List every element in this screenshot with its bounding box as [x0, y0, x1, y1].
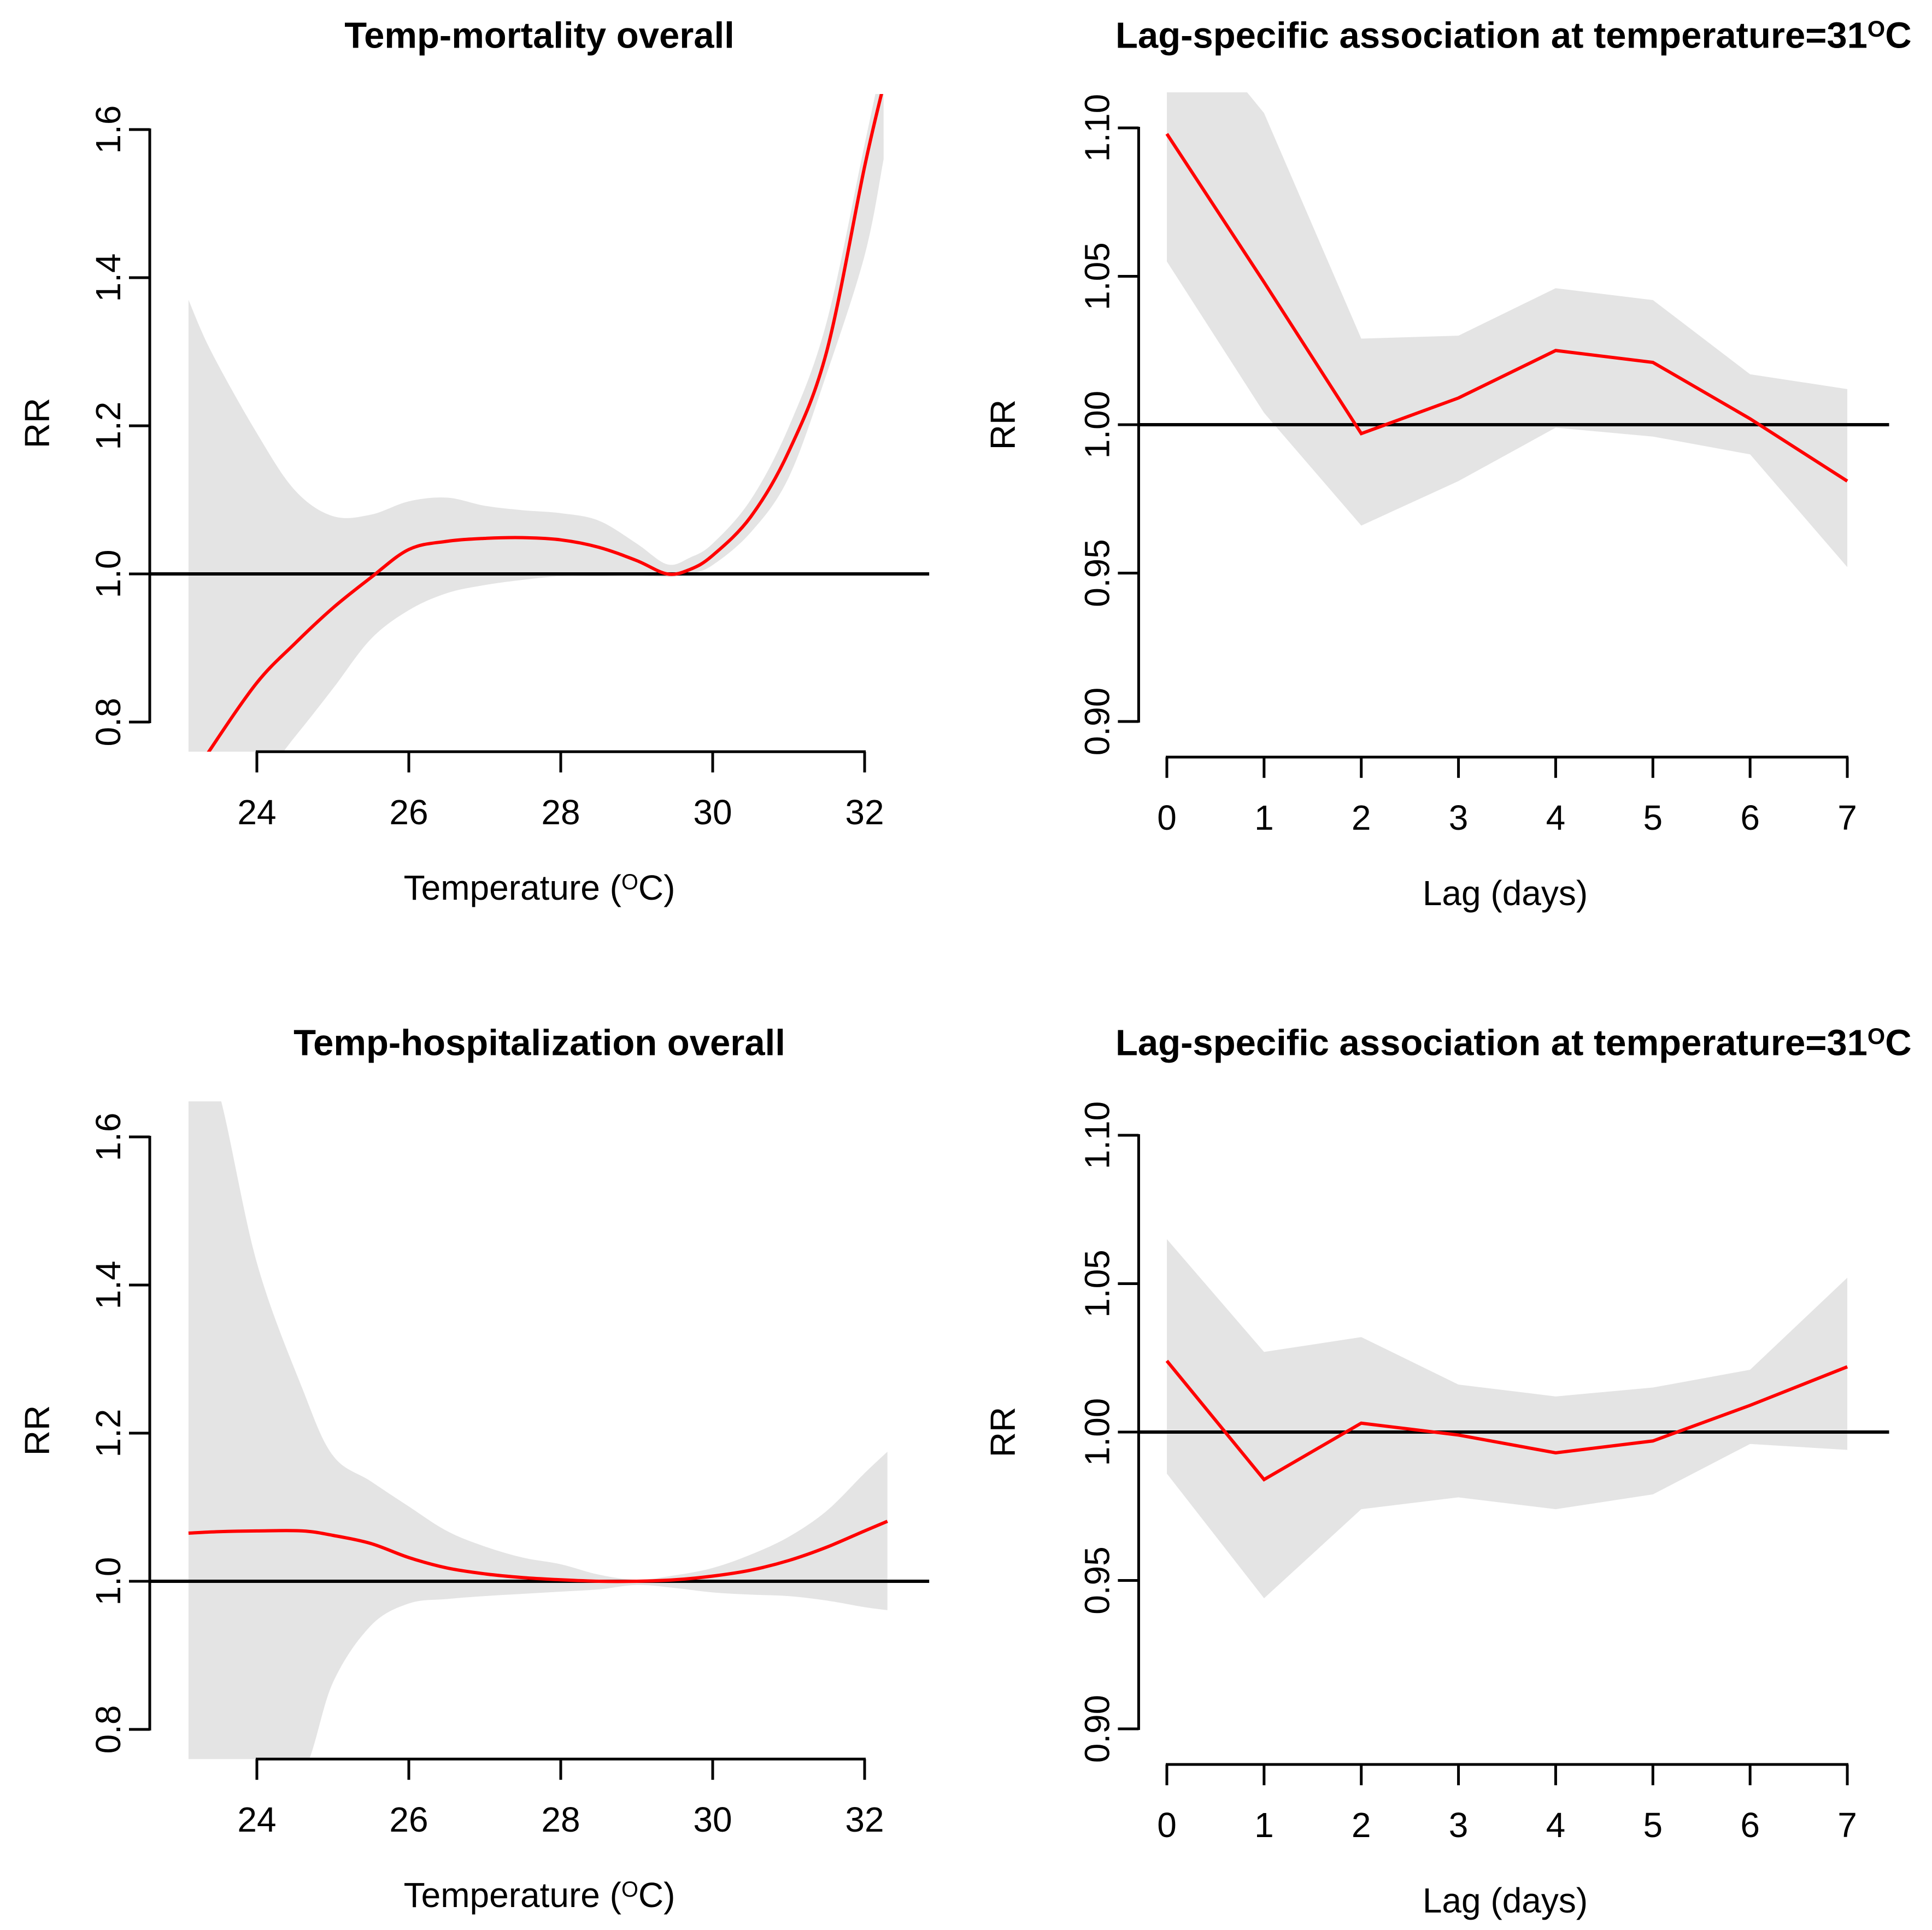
x-tick-label: 28 [541, 1800, 580, 1839]
y-axis-title: RR [17, 397, 57, 448]
y-tick-label: 0.8 [89, 1705, 128, 1754]
chart-canvas-temp-hospitalization: 0.8 1.0 1.2 1.4 1.6 24 26 28 30 32 [89, 1101, 930, 1839]
panel-temp-hospitalization: 0.8 1.0 1.2 1.4 1.6 24 26 28 30 32 Temp-hospitali… [0, 965, 966, 1930]
y-tick-label: 1.6 [89, 1113, 128, 1161]
y-tick-label: 0.95 [1077, 539, 1117, 607]
x-axis-title: Lag (days) [1115, 873, 1895, 913]
x-tick-label: 6 [1740, 1805, 1760, 1845]
x-tick-label: 5 [1643, 1805, 1663, 1845]
chart-title-text: Temp-mortality overall [344, 15, 735, 56]
chart-title-text: Lag-specific association at temperature=… [1115, 1022, 1868, 1064]
x-axis-title-text: Lag (days) [1422, 1881, 1588, 1921]
estimate-line [207, 93, 883, 752]
chart-canvas-lag-mortality: 0.90 0.95 1.00 1.05 1.10 0 1 2 3 4 5 6 7 [1077, 92, 1889, 837]
chart-title: Temp-hospitalization overall [150, 1022, 929, 1064]
chart-title-text: Temp-hospitalization overall [293, 1022, 785, 1064]
x-tick-label: 26 [389, 793, 428, 832]
x-tick-label: 0 [1157, 798, 1177, 837]
panel-lag-mortality: 0.90 0.95 1.00 1.05 1.10 0 1 2 3 4 5 6 7 Lag-specifi… [966, 0, 1932, 965]
chart-canvas-temp-mortality: 0.8 1.0 1.2 1.4 1.6 24 26 28 30 32 [89, 93, 930, 832]
x-tick-label: 7 [1837, 1805, 1857, 1845]
y-tick-label: 0.90 [1077, 1695, 1117, 1763]
chart-title-text: Lag-specific association at temperature=… [1115, 15, 1868, 56]
panel-lag-hospitalization: 0.90 0.95 1.00 1.05 1.10 0 1 2 3 4 5 6 7 Lag-specifi… [966, 965, 1932, 1930]
chart-title-superscript: O [1867, 16, 1886, 42]
confidence-band [1167, 92, 1848, 567]
estimate-line [188, 1520, 888, 1583]
y-tick-label: 1.00 [1077, 1398, 1117, 1466]
x-axis-title-text: Lag (days) [1422, 873, 1588, 913]
x-tick-label: 32 [845, 793, 884, 832]
x-tick-label: 1 [1254, 1805, 1274, 1845]
y-tick-label: 1.0 [89, 550, 128, 599]
y-tick-label: 1.4 [89, 254, 128, 302]
x-tick-label: 32 [845, 1800, 884, 1839]
chart-title: Lag-specific association at temperature=… [1115, 1022, 1912, 1064]
x-tick-label: 0 [1157, 1805, 1177, 1845]
y-tick-label: 1.2 [89, 402, 128, 450]
x-tick-label: 28 [541, 793, 580, 832]
estimate-line [1165, 1359, 1848, 1482]
y-tick-label: 1.10 [1077, 1101, 1117, 1170]
y-tick-label: 1.00 [1077, 391, 1117, 459]
x-axis-title: Temperature (OC) [150, 1875, 929, 1915]
y-tick-label: 1.2 [89, 1409, 128, 1458]
chart-title-text-end: C [1885, 15, 1912, 56]
x-tick-label: 3 [1449, 1805, 1469, 1845]
x-tick-label: 26 [389, 1800, 428, 1839]
x-tick-label: 4 [1546, 1805, 1566, 1845]
y-tick-label: 1.6 [89, 105, 128, 154]
x-tick-label: 30 [693, 1800, 732, 1839]
y-axis-title: RR [983, 1406, 1023, 1458]
x-axis-title-superscript: O [621, 870, 638, 895]
y-tick-label: 1.05 [1077, 242, 1117, 310]
x-axis-title-text: Temperature ( [403, 868, 621, 908]
x-tick-label: 3 [1449, 798, 1469, 837]
chart-canvas-lag-hospitalization: 0.90 0.95 1.00 1.05 1.10 0 1 2 3 4 5 6 7 [1077, 1101, 1889, 1845]
y-tick-label: 1.4 [89, 1261, 128, 1310]
x-tick-label: 2 [1352, 798, 1371, 837]
x-tick-label: 4 [1546, 798, 1566, 837]
estimate-line [1165, 133, 1848, 483]
chart-title-text-end: C [1885, 1022, 1912, 1064]
x-tick-label: 7 [1837, 798, 1857, 837]
y-tick-label: 1.10 [1077, 94, 1117, 162]
x-tick-label: 30 [693, 793, 732, 832]
x-axis-title: Temperature (OC) [150, 867, 929, 908]
y-tick-label: 1.0 [89, 1557, 128, 1606]
x-tick-label: 5 [1643, 798, 1663, 837]
x-tick-label: 1 [1254, 798, 1274, 837]
x-axis-title-text-end: C) [638, 1875, 676, 1915]
x-axis-title-text: Temperature ( [403, 1875, 621, 1915]
y-tick-label: 0.90 [1077, 688, 1117, 756]
y-tick-label: 1.05 [1077, 1249, 1117, 1318]
chart-title: Temp-mortality overall [150, 14, 929, 56]
y-axis-title: RR [983, 399, 1023, 450]
panel-temp-mortality: 0.8 1.0 1.2 1.4 1.6 24 26 28 30 32 Temp-mortality… [0, 0, 966, 965]
chart-title: Lag-specific association at temperature=… [1115, 14, 1912, 56]
y-tick-label: 0.95 [1077, 1546, 1117, 1615]
x-tick-label: 24 [237, 1800, 276, 1839]
confidence-band [1167, 1239, 1848, 1599]
x-axis-title-text-end: C) [638, 868, 676, 908]
chart-title-superscript: O [1867, 1023, 1886, 1049]
y-tick-label: 0.8 [89, 698, 128, 747]
x-tick-label: 24 [237, 793, 276, 832]
x-tick-label: 6 [1740, 798, 1760, 837]
confidence-band [188, 93, 884, 752]
confidence-band [188, 1101, 888, 1759]
y-axis-title: RR [17, 1405, 57, 1456]
x-axis-title-superscript: O [621, 1878, 638, 1902]
x-axis-title: Lag (days) [1115, 1880, 1895, 1921]
x-tick-label: 2 [1352, 1805, 1371, 1845]
